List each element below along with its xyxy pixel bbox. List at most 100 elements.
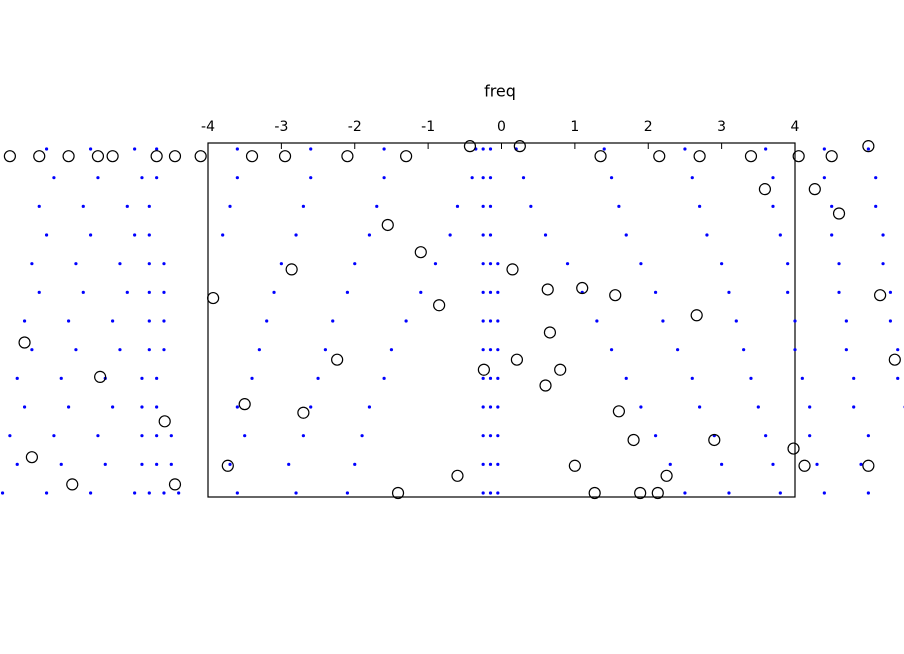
point <box>481 434 485 438</box>
point <box>852 376 856 380</box>
x-tick-label: 1 <box>570 119 579 135</box>
point <box>316 376 320 380</box>
point <box>734 319 738 323</box>
point <box>353 462 357 466</box>
point <box>451 469 464 482</box>
point <box>133 233 137 237</box>
point <box>382 147 386 151</box>
point <box>488 290 493 294</box>
point <box>481 491 485 495</box>
point <box>194 150 207 163</box>
point <box>155 405 159 409</box>
point <box>808 183 821 196</box>
point <box>168 478 182 491</box>
point <box>481 376 485 380</box>
point <box>661 319 665 323</box>
point <box>389 348 394 352</box>
point <box>111 319 115 323</box>
point <box>37 204 41 208</box>
point <box>309 176 313 180</box>
point <box>693 150 706 163</box>
point <box>568 459 581 472</box>
point <box>81 204 85 208</box>
point <box>463 140 477 153</box>
point <box>786 262 790 266</box>
point <box>331 319 335 323</box>
point <box>158 415 171 428</box>
point <box>822 176 826 180</box>
point <box>89 147 93 151</box>
point <box>874 176 878 180</box>
point <box>169 434 173 438</box>
x-tick-label: -4 <box>201 119 215 135</box>
point <box>496 434 500 438</box>
point <box>360 434 364 438</box>
point <box>488 462 493 466</box>
point <box>140 405 144 409</box>
point <box>140 462 144 466</box>
point <box>285 263 298 276</box>
point <box>609 176 614 180</box>
point <box>22 405 27 409</box>
point <box>228 462 232 466</box>
point <box>118 262 122 266</box>
point <box>297 406 310 419</box>
point <box>651 486 664 500</box>
point <box>727 290 731 294</box>
point <box>155 147 159 151</box>
point <box>639 405 643 409</box>
point <box>609 348 614 352</box>
x-tick-label: -3 <box>274 119 288 135</box>
point <box>140 434 144 438</box>
point <box>133 491 137 495</box>
point <box>294 233 298 237</box>
point <box>481 204 485 208</box>
point <box>15 462 19 466</box>
point <box>830 233 834 237</box>
point <box>690 309 703 322</box>
point <box>89 491 93 495</box>
point <box>341 150 354 163</box>
point <box>896 376 900 380</box>
point <box>155 376 159 380</box>
point <box>162 319 166 323</box>
point <box>44 491 49 495</box>
point <box>331 353 344 366</box>
point <box>22 319 27 323</box>
point <box>265 319 269 323</box>
point <box>235 491 239 495</box>
x-tick-label: -1 <box>421 119 435 135</box>
point <box>18 336 31 349</box>
point <box>771 204 775 208</box>
point <box>52 434 56 438</box>
point <box>488 491 493 495</box>
point <box>257 348 261 352</box>
point <box>162 491 166 495</box>
point <box>155 462 159 466</box>
point <box>698 405 702 409</box>
point <box>0 491 5 495</box>
point <box>576 281 589 295</box>
point <box>278 150 292 163</box>
point <box>513 140 526 153</box>
point <box>866 491 870 495</box>
point <box>59 462 63 466</box>
point <box>404 319 408 323</box>
point <box>323 348 327 352</box>
point <box>708 433 721 447</box>
point <box>543 326 557 339</box>
point <box>118 348 122 352</box>
point <box>496 491 500 495</box>
point <box>624 376 628 380</box>
point <box>59 376 63 380</box>
point <box>375 204 379 208</box>
point <box>683 491 687 495</box>
point <box>758 183 772 196</box>
point <box>345 491 350 495</box>
point <box>94 370 107 383</box>
point <box>756 405 760 409</box>
point <box>866 147 870 151</box>
point <box>800 376 804 380</box>
point <box>125 204 129 208</box>
